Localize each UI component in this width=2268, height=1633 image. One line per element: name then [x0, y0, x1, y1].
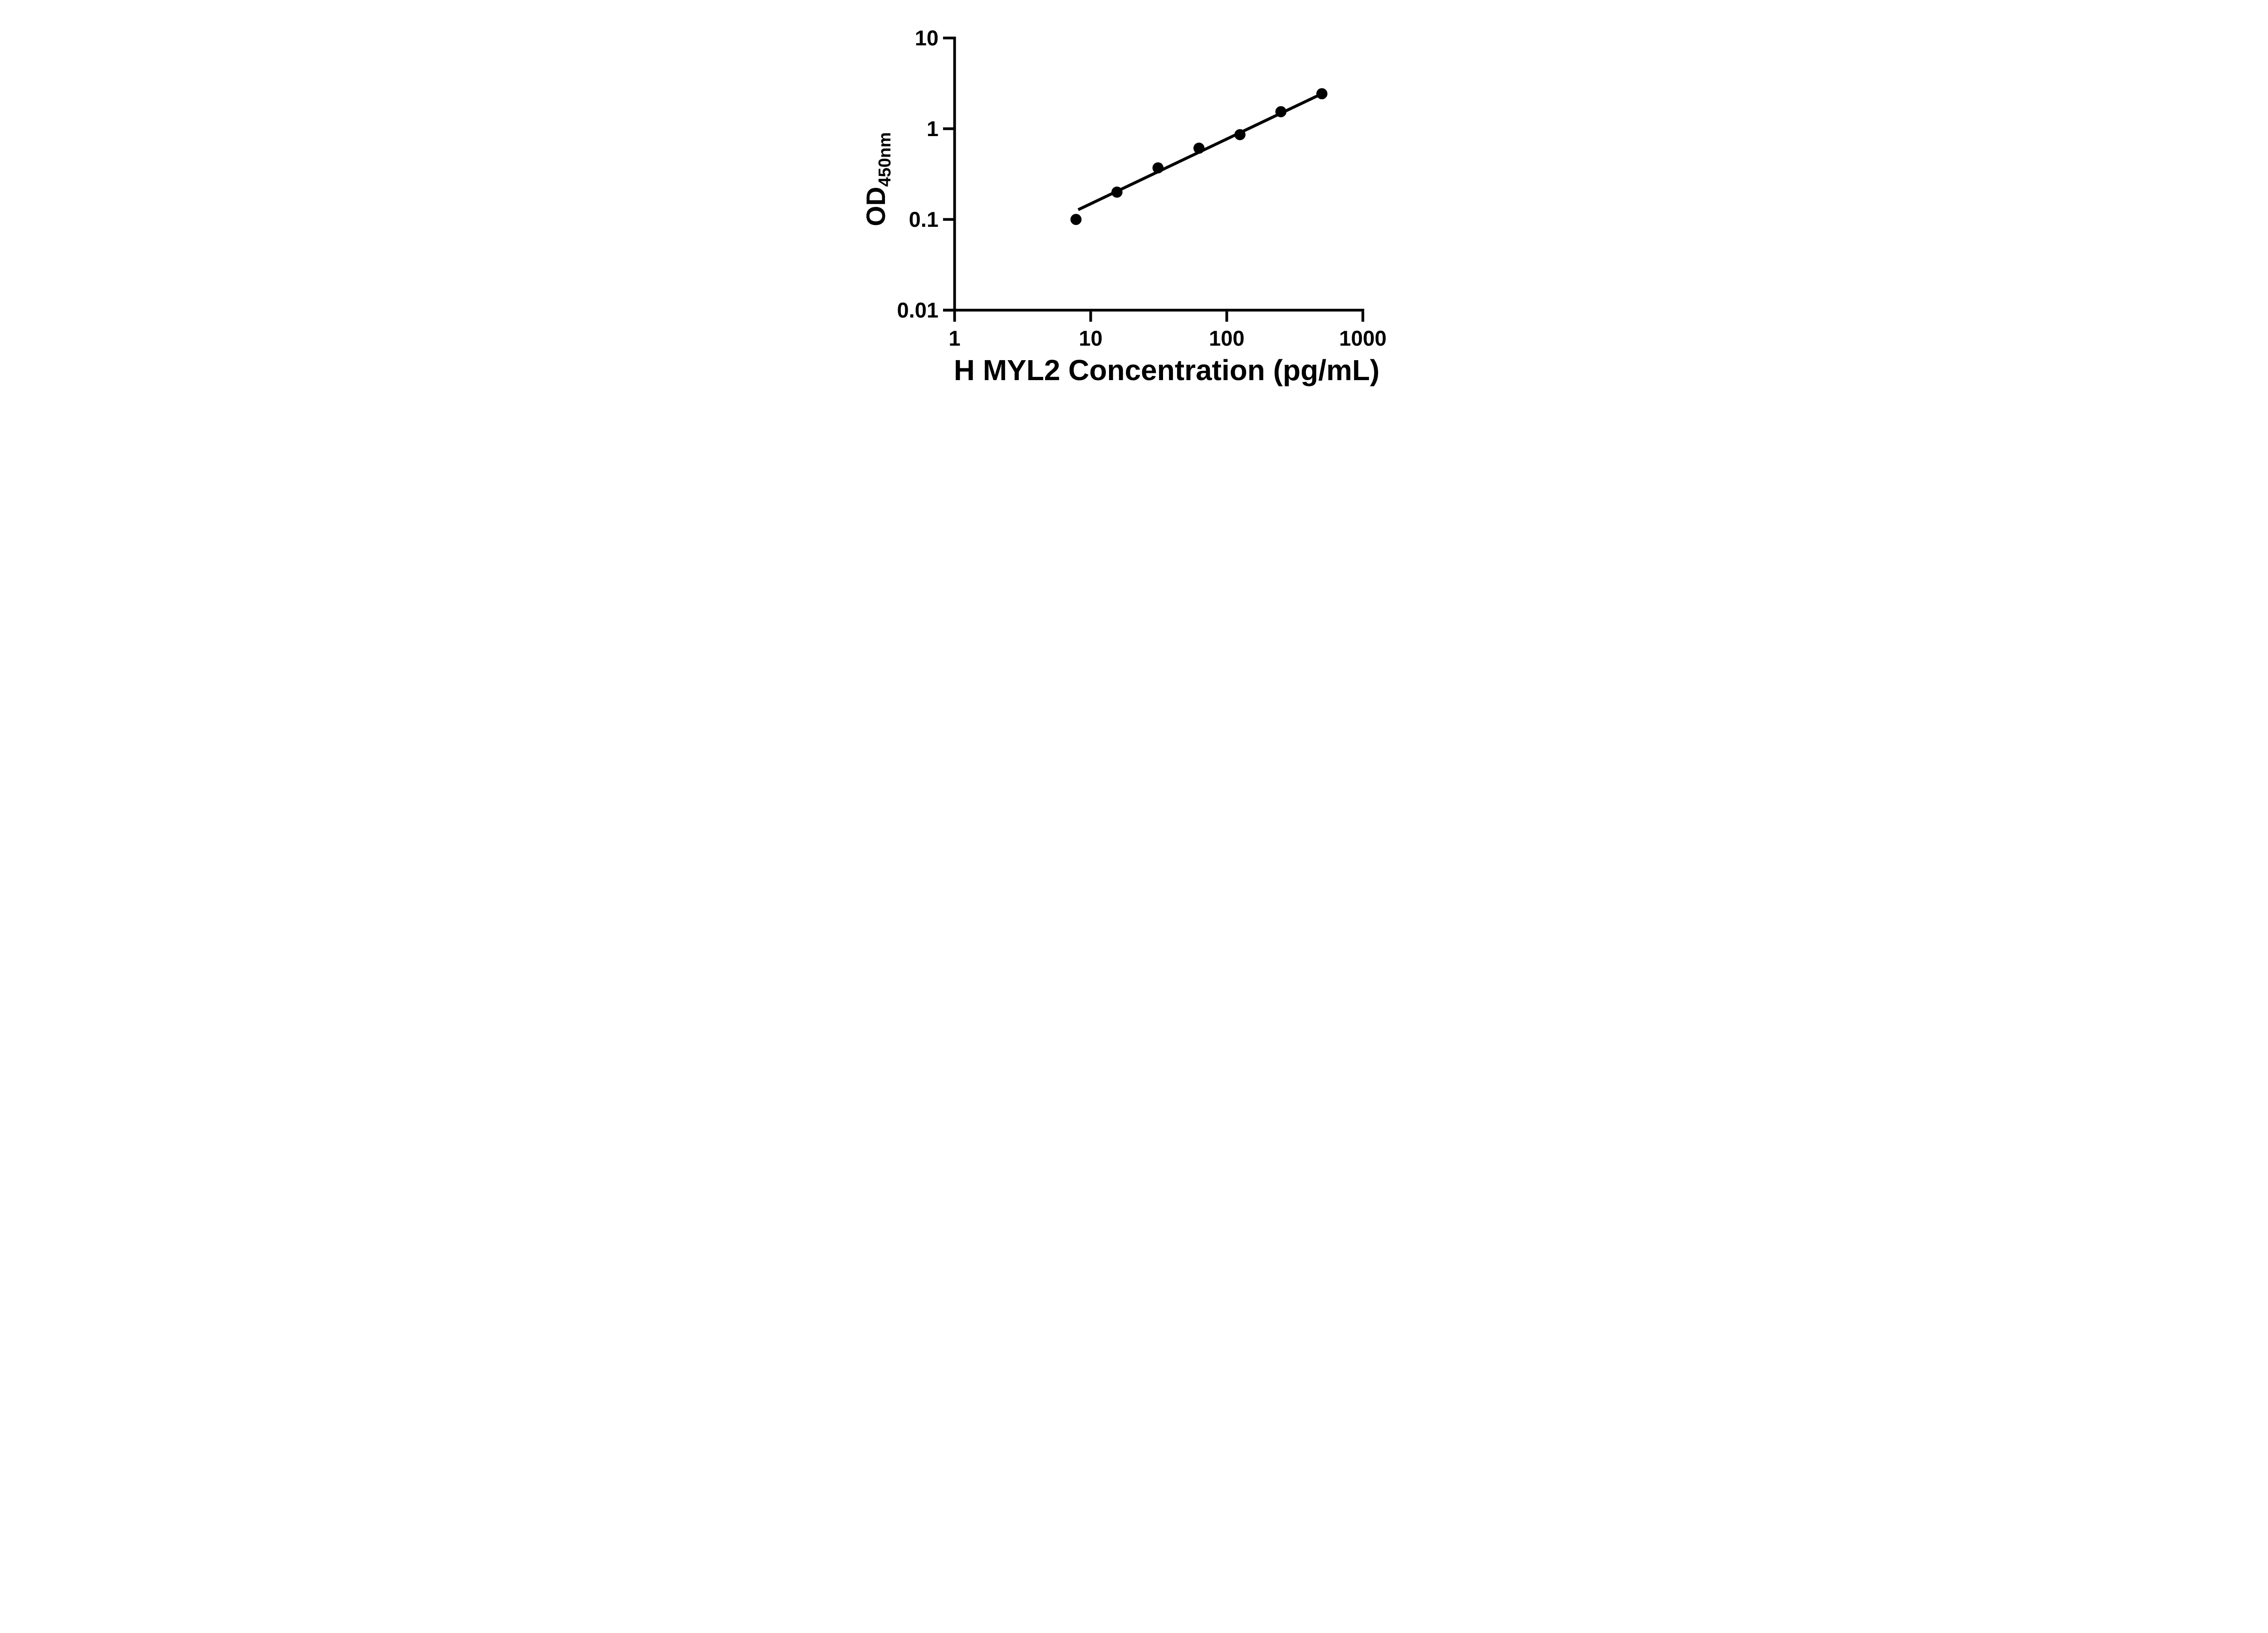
x-axis-title: H MYL2 Concentration (pg/mL)	[954, 354, 1380, 386]
x-axis-tick	[1089, 311, 1092, 322]
y-axis-tick-label: 0.01	[897, 298, 938, 322]
axes-spines	[943, 36, 1364, 312]
y-axis-tick-label: 0.1	[909, 207, 938, 231]
data-point	[1152, 162, 1164, 174]
x-axis-tick	[1361, 311, 1364, 322]
y-axis-title-main: OD	[861, 187, 891, 226]
y-axis-tick	[943, 308, 953, 312]
x-axis-tick-label: 1000	[1339, 326, 1387, 350]
elisa-standard-curve-figure: 1 10 100 1000 10 1 0.1 0.01 H MYL2 Concentrati…	[842, 0, 1426, 408]
y-axis-tick	[943, 218, 953, 221]
x-axis-tick	[1225, 311, 1228, 322]
x-axis-tick-label: 10	[1079, 326, 1102, 350]
data-point	[1316, 88, 1328, 99]
plot-content	[1070, 88, 1328, 225]
data-point	[1070, 214, 1082, 225]
y-axis-title: OD450nm	[861, 132, 894, 226]
x-axis-tick-label: 1	[948, 326, 960, 350]
data-point	[1234, 129, 1246, 141]
x-axis-tick-label: 100	[1209, 326, 1244, 350]
data-point	[1193, 142, 1205, 154]
x-axis-ticks: 1 10 100 1000	[948, 311, 1387, 350]
y-axis-tick-label: 10	[915, 26, 938, 50]
y-axis-line	[953, 36, 956, 312]
data-point	[1111, 186, 1123, 198]
x-axis-tick	[953, 311, 956, 322]
y-axis-tick	[943, 36, 953, 39]
y-axis-ticks: 10 1 0.1 0.01	[897, 26, 953, 322]
standard-curve-chart: 1 10 100 1000 10 1 0.1 0.01 H MYL2 Concentrati…	[861, 26, 1387, 386]
y-axis-title-subscript: 450nm	[875, 132, 894, 186]
y-axis-tick	[943, 127, 953, 130]
x-axis-line	[943, 308, 1364, 312]
data-point	[1275, 106, 1287, 117]
y-axis-tick-label: 1	[927, 117, 938, 141]
